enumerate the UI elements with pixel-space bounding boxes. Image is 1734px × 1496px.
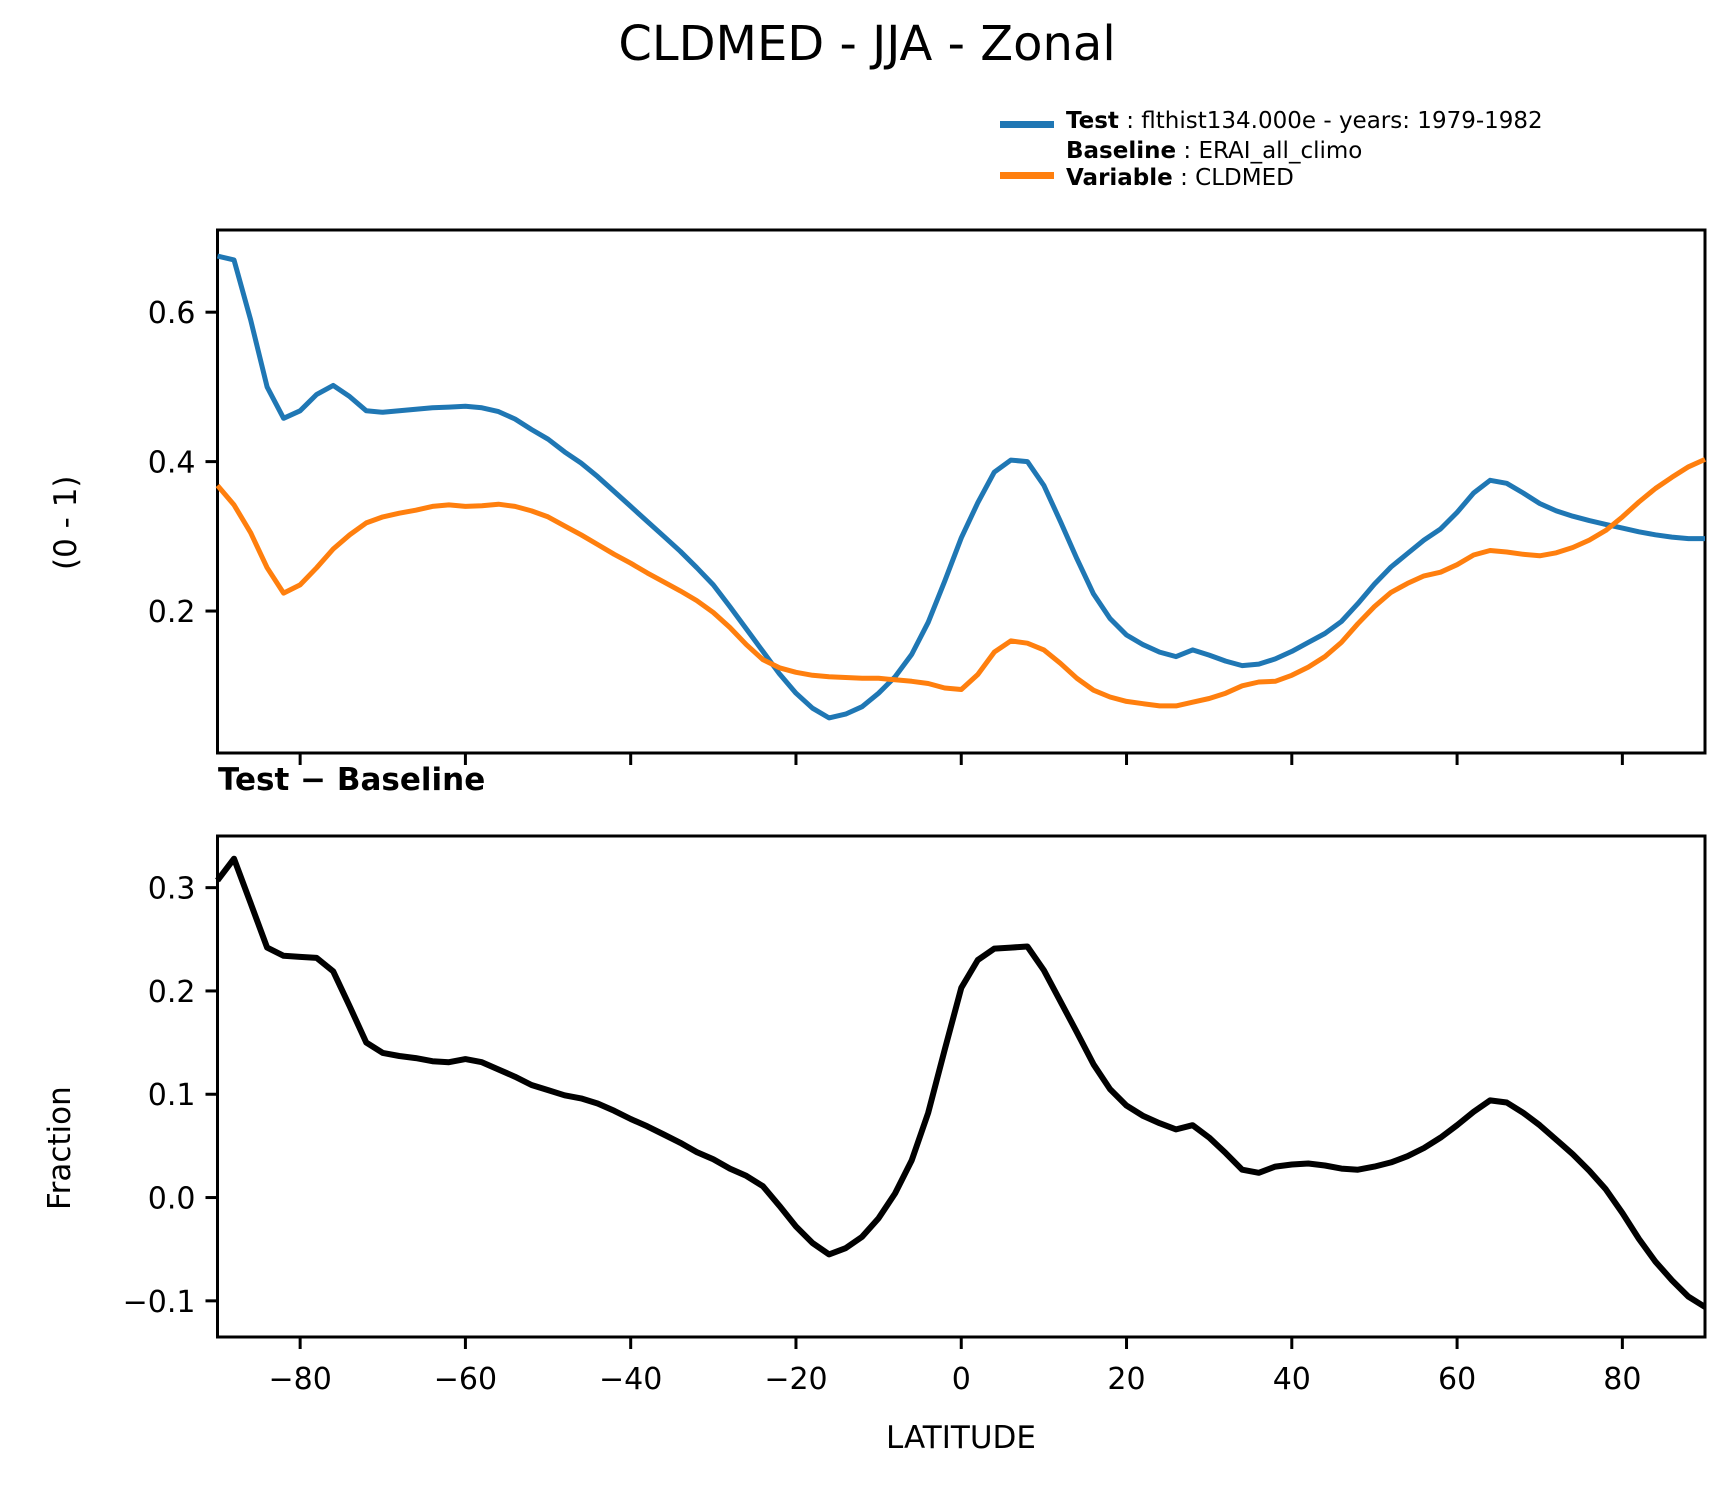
difference-ytick-label: 0.1 bbox=[148, 1078, 196, 1113]
legend-baseline-key: Baseline bbox=[1066, 138, 1177, 164]
legend-baseline-value: : ERAI_all_climo bbox=[1176, 138, 1363, 164]
zonal-means-series-test bbox=[216, 253, 1705, 721]
zonal-means-ytick-label: 0.4 bbox=[148, 446, 196, 481]
legend-baseline-line: Baseline : ERAI_all_climo bbox=[1066, 138, 1362, 165]
zonal-means-chart: 0.6 0.4 0.2 bbox=[148, 228, 1707, 765]
difference-xtick-label: −80 bbox=[268, 1362, 331, 1397]
difference-xtick-label: −20 bbox=[764, 1362, 827, 1397]
test-line-swatch bbox=[1000, 121, 1054, 128]
diff-chart-ylabel: Fraction bbox=[42, 1086, 78, 1210]
zonal-means-plot-border bbox=[216, 228, 1707, 755]
difference-ytick-label: −0.1 bbox=[123, 1285, 196, 1320]
legend-test-key: Test bbox=[1066, 108, 1119, 134]
difference-ytick-label: 0.3 bbox=[148, 872, 196, 907]
difference-xtick-label: 80 bbox=[1603, 1362, 1641, 1397]
baseline-line-swatch bbox=[1000, 172, 1054, 179]
difference-xtick-label: 40 bbox=[1273, 1362, 1311, 1397]
difference-xtick-label: 0 bbox=[952, 1362, 971, 1397]
difference-plot-border bbox=[216, 834, 1707, 1339]
difference-ytick-label: 0.2 bbox=[148, 975, 196, 1010]
figure-title: CLDMED - JJA - Zonal bbox=[618, 16, 1116, 72]
legend-variable-line: Variable : CLDMED bbox=[1066, 165, 1362, 192]
diff-chart-title: Test − Baseline bbox=[218, 762, 486, 798]
difference-xtick-label: −60 bbox=[434, 1362, 497, 1397]
legend-variable-value: : CLDMED bbox=[1172, 165, 1294, 191]
top-chart-ylabel: (0 - 1) bbox=[48, 475, 84, 570]
difference-series-test-baseline bbox=[215, 855, 1707, 1310]
zonal-means-ytick-label: 0.2 bbox=[148, 595, 196, 630]
x-axis-label: LATITUDE bbox=[886, 1420, 1036, 1456]
difference-xtick-label: −40 bbox=[599, 1362, 662, 1397]
legend-test-value: : flthist134.000e - years: 1979-1982 bbox=[1118, 108, 1543, 134]
difference-chart: 0.3 0.2 0.1 0.0 −0.1 −80 −60 −40 −20 0 20 40 60 80 bbox=[123, 834, 1707, 1397]
legend-variable-key: Variable bbox=[1066, 165, 1173, 191]
legend-entry-test: Test : flthist134.000e - years: 1979-198… bbox=[1066, 108, 1543, 135]
zonal-means-ytick-label: 0.6 bbox=[148, 296, 196, 331]
difference-xtick-label: 60 bbox=[1438, 1362, 1476, 1397]
difference-xtick-label: 20 bbox=[1107, 1362, 1145, 1397]
legend-entry-baseline: Baseline : ERAI_all_climo Variable : CLD… bbox=[1066, 138, 1362, 192]
difference-ytick-label: 0.0 bbox=[148, 1182, 196, 1217]
zonal-means-series-baseline bbox=[215, 457, 1707, 709]
